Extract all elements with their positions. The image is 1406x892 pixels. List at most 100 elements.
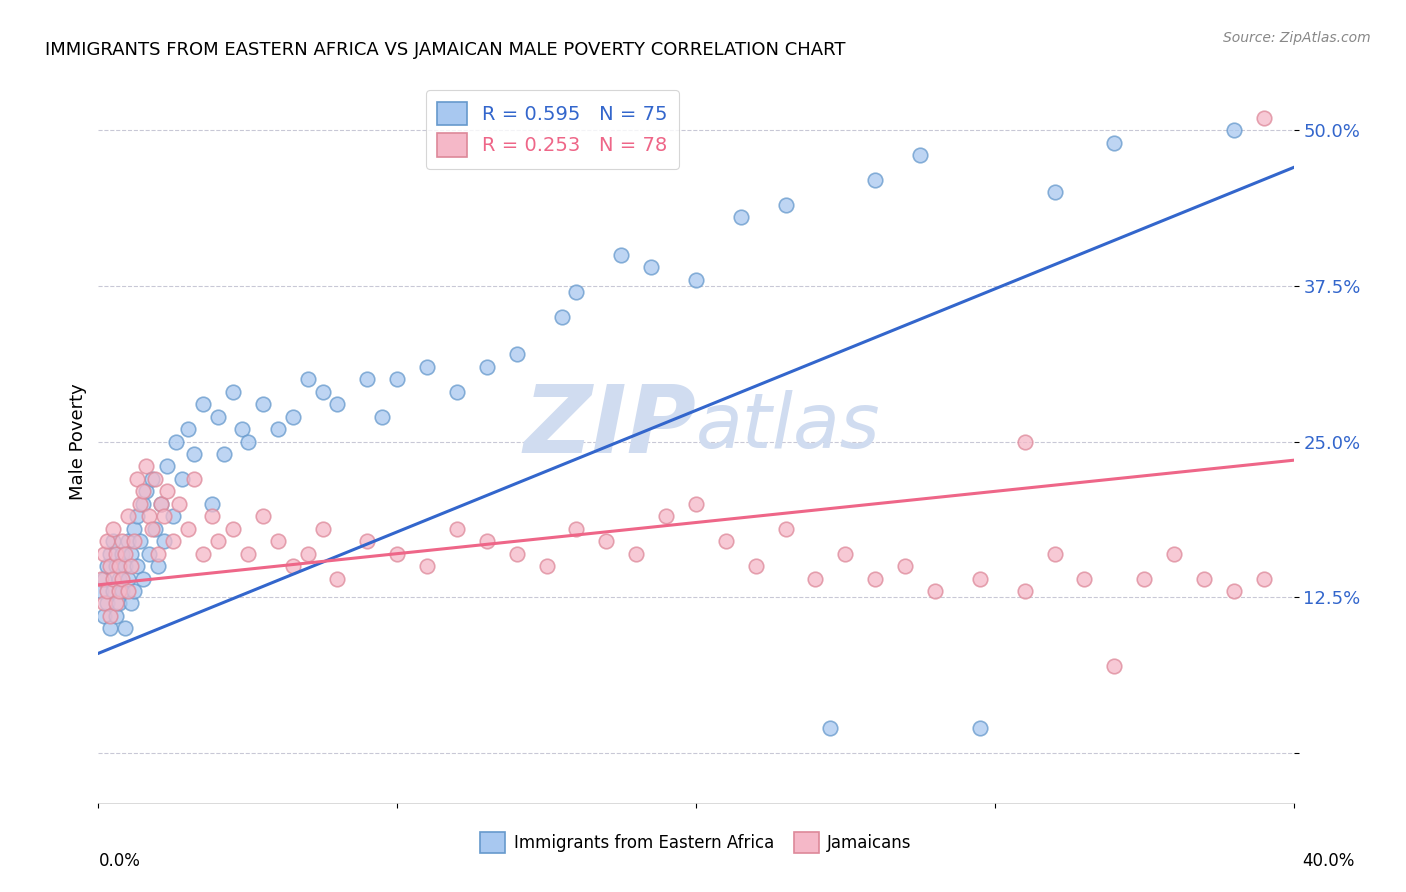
Point	[236, 547, 259, 561]
Point	[326, 397, 349, 411]
Point	[416, 359, 439, 374]
Point	[105, 609, 128, 624]
Point	[281, 409, 304, 424]
Point	[150, 497, 173, 511]
Point	[162, 534, 184, 549]
Point	[98, 621, 122, 635]
Point	[103, 522, 125, 536]
Point	[267, 422, 290, 436]
Point	[114, 559, 136, 574]
Point	[93, 547, 115, 561]
Point	[132, 484, 155, 499]
Point	[132, 572, 155, 586]
Point	[108, 559, 131, 574]
Point	[385, 547, 409, 561]
Point	[1253, 572, 1275, 586]
Point	[207, 534, 229, 549]
Point	[267, 534, 290, 549]
Point	[127, 559, 149, 574]
Point	[132, 497, 155, 511]
Point	[207, 409, 229, 424]
Point	[1253, 111, 1275, 125]
Point	[201, 509, 224, 524]
Point	[105, 559, 128, 574]
Point	[610, 248, 633, 262]
Point	[252, 397, 274, 411]
Point	[730, 211, 752, 225]
Point	[138, 547, 160, 561]
Point	[894, 559, 917, 574]
Point	[93, 597, 115, 611]
Point	[124, 522, 146, 536]
Point	[356, 372, 378, 386]
Point	[236, 434, 259, 449]
Point	[1163, 547, 1185, 561]
Point	[98, 559, 122, 574]
Point	[141, 522, 163, 536]
Point	[311, 522, 333, 536]
Point	[114, 547, 136, 561]
Point	[640, 260, 662, 274]
Point	[685, 272, 707, 286]
Point	[124, 584, 146, 599]
Point	[156, 484, 179, 499]
Point	[506, 347, 529, 361]
Point	[124, 534, 146, 549]
Point	[714, 534, 737, 549]
Point	[1073, 572, 1095, 586]
Point	[326, 572, 349, 586]
Point	[117, 572, 139, 586]
Point	[127, 509, 149, 524]
Point	[135, 484, 157, 499]
Point	[117, 584, 139, 599]
Point	[111, 572, 134, 586]
Point	[745, 559, 768, 574]
Text: 40.0%: 40.0%	[1302, 852, 1355, 870]
Point	[153, 534, 176, 549]
Point	[1043, 547, 1066, 561]
Point	[775, 522, 797, 536]
Text: IMMIGRANTS FROM EASTERN AFRICA VS JAMAICAN MALE POVERTY CORRELATION CHART: IMMIGRANTS FROM EASTERN AFRICA VS JAMAIC…	[45, 41, 845, 59]
Text: Source: ZipAtlas.com: Source: ZipAtlas.com	[1223, 31, 1371, 45]
Point	[98, 547, 122, 561]
Point	[1043, 186, 1066, 200]
Point	[565, 285, 588, 299]
Point	[311, 384, 333, 399]
Point	[183, 472, 205, 486]
Point	[1192, 572, 1215, 586]
Point	[105, 597, 128, 611]
Point	[281, 559, 304, 574]
Point	[129, 534, 152, 549]
Point	[148, 559, 170, 574]
Point	[117, 534, 139, 549]
Point	[908, 148, 931, 162]
Point	[120, 559, 142, 574]
Point	[108, 597, 131, 611]
Point	[1014, 584, 1036, 599]
Point	[446, 522, 468, 536]
Point	[222, 384, 245, 399]
Point	[231, 422, 253, 436]
Point	[153, 509, 176, 524]
Point	[191, 397, 214, 411]
Point	[565, 522, 588, 536]
Point	[141, 472, 163, 486]
Point	[252, 509, 274, 524]
Point	[385, 372, 409, 386]
Point	[1104, 658, 1126, 673]
Legend: Immigrants from Eastern Africa, Jamaicans: Immigrants from Eastern Africa, Jamaican…	[474, 826, 918, 860]
Point	[167, 497, 190, 511]
Point	[96, 584, 118, 599]
Point	[865, 173, 887, 187]
Point	[222, 522, 245, 536]
Point	[135, 459, 157, 474]
Point	[655, 509, 678, 524]
Point	[177, 522, 200, 536]
Point	[969, 721, 991, 735]
Point	[775, 198, 797, 212]
Y-axis label: Male Poverty: Male Poverty	[69, 384, 87, 500]
Point	[117, 509, 139, 524]
Point	[90, 584, 112, 599]
Point	[371, 409, 394, 424]
Point	[924, 584, 946, 599]
